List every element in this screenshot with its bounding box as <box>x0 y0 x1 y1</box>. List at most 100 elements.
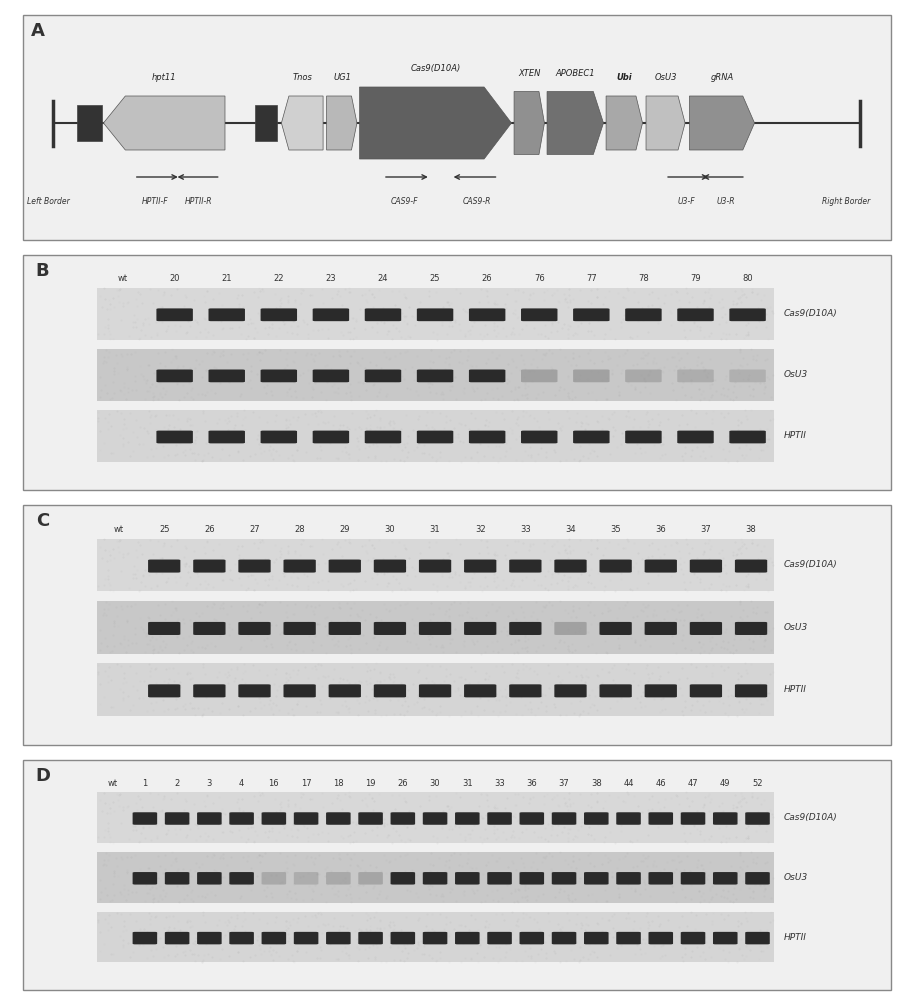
Text: HPTII-R: HPTII-R <box>185 197 213 206</box>
Text: wt: wt <box>114 525 125 534</box>
FancyBboxPatch shape <box>23 255 891 490</box>
FancyBboxPatch shape <box>294 812 318 825</box>
FancyBboxPatch shape <box>625 369 662 382</box>
Text: APOBEC1: APOBEC1 <box>556 69 595 78</box>
FancyBboxPatch shape <box>419 622 451 635</box>
Text: 25: 25 <box>159 525 169 534</box>
Text: 26: 26 <box>204 525 215 534</box>
Text: OsU3: OsU3 <box>784 370 808 379</box>
Text: Left Border: Left Border <box>27 197 70 206</box>
Text: 24: 24 <box>378 274 388 283</box>
FancyBboxPatch shape <box>584 872 608 885</box>
FancyBboxPatch shape <box>419 560 451 573</box>
FancyBboxPatch shape <box>284 684 315 697</box>
Text: 22: 22 <box>274 274 285 283</box>
Text: 38: 38 <box>591 779 602 788</box>
FancyBboxPatch shape <box>521 369 557 382</box>
Text: Tnos: Tnos <box>293 74 312 83</box>
Text: 32: 32 <box>474 525 485 534</box>
FancyBboxPatch shape <box>734 622 767 635</box>
FancyBboxPatch shape <box>261 431 297 443</box>
FancyBboxPatch shape <box>165 872 189 885</box>
Text: 37: 37 <box>701 525 711 534</box>
FancyBboxPatch shape <box>148 622 180 635</box>
FancyBboxPatch shape <box>464 560 496 573</box>
FancyBboxPatch shape <box>729 431 765 443</box>
Text: XTEN: XTEN <box>518 69 541 78</box>
FancyBboxPatch shape <box>584 932 608 944</box>
FancyBboxPatch shape <box>417 369 454 382</box>
FancyBboxPatch shape <box>148 684 180 697</box>
Text: 30: 30 <box>385 525 395 534</box>
Text: 20: 20 <box>169 274 180 283</box>
FancyBboxPatch shape <box>521 431 557 443</box>
FancyBboxPatch shape <box>261 369 297 382</box>
FancyBboxPatch shape <box>262 932 286 944</box>
Polygon shape <box>547 92 604 154</box>
FancyBboxPatch shape <box>165 932 189 944</box>
FancyBboxPatch shape <box>262 812 286 825</box>
Text: HPTII: HPTII <box>784 933 807 942</box>
Text: OsU3: OsU3 <box>784 623 808 632</box>
FancyBboxPatch shape <box>616 932 641 944</box>
FancyBboxPatch shape <box>713 812 737 825</box>
Text: 33: 33 <box>520 525 531 534</box>
FancyBboxPatch shape <box>197 812 222 825</box>
FancyBboxPatch shape <box>648 812 673 825</box>
FancyBboxPatch shape <box>644 684 677 697</box>
FancyBboxPatch shape <box>690 622 722 635</box>
Text: Ubi: Ubi <box>616 74 632 83</box>
FancyBboxPatch shape <box>313 431 349 443</box>
FancyBboxPatch shape <box>197 932 222 944</box>
Text: 25: 25 <box>430 274 440 283</box>
FancyBboxPatch shape <box>487 932 512 944</box>
FancyBboxPatch shape <box>469 369 505 382</box>
Text: 79: 79 <box>690 274 701 283</box>
FancyBboxPatch shape <box>133 812 157 825</box>
Text: 16: 16 <box>268 779 279 788</box>
FancyBboxPatch shape <box>284 622 315 635</box>
FancyBboxPatch shape <box>417 308 454 321</box>
FancyBboxPatch shape <box>229 872 254 885</box>
FancyBboxPatch shape <box>600 684 632 697</box>
Polygon shape <box>282 96 323 150</box>
Text: 38: 38 <box>745 525 756 534</box>
FancyBboxPatch shape <box>509 622 542 635</box>
Text: 18: 18 <box>333 779 344 788</box>
Text: 35: 35 <box>610 525 621 534</box>
Text: C: C <box>35 512 49 530</box>
FancyBboxPatch shape <box>208 369 245 382</box>
Text: B: B <box>35 262 49 280</box>
Polygon shape <box>689 96 754 150</box>
Text: 29: 29 <box>340 525 350 534</box>
FancyBboxPatch shape <box>23 15 891 240</box>
Bar <box>77 105 102 141</box>
FancyBboxPatch shape <box>584 812 608 825</box>
Text: 31: 31 <box>462 779 473 788</box>
FancyBboxPatch shape <box>552 932 576 944</box>
FancyBboxPatch shape <box>745 872 770 885</box>
Text: Cas9(D10A): Cas9(D10A) <box>784 309 838 318</box>
FancyBboxPatch shape <box>326 932 351 944</box>
Text: wt: wt <box>107 779 117 788</box>
FancyBboxPatch shape <box>365 369 401 382</box>
FancyBboxPatch shape <box>294 932 318 944</box>
FancyBboxPatch shape <box>600 622 632 635</box>
Text: U3-F: U3-F <box>677 197 694 206</box>
Polygon shape <box>326 96 357 150</box>
Text: 80: 80 <box>743 274 753 283</box>
Text: 47: 47 <box>688 779 698 788</box>
Text: 2: 2 <box>175 779 180 788</box>
Text: Cas9(D10A): Cas9(D10A) <box>784 813 838 822</box>
FancyBboxPatch shape <box>133 932 157 944</box>
FancyBboxPatch shape <box>520 932 544 944</box>
FancyBboxPatch shape <box>520 872 544 885</box>
FancyBboxPatch shape <box>455 812 480 825</box>
FancyBboxPatch shape <box>487 872 512 885</box>
FancyBboxPatch shape <box>648 872 673 885</box>
FancyBboxPatch shape <box>573 431 610 443</box>
FancyBboxPatch shape <box>423 812 447 825</box>
FancyBboxPatch shape <box>464 684 496 697</box>
FancyBboxPatch shape <box>96 410 774 462</box>
FancyBboxPatch shape <box>554 560 586 573</box>
